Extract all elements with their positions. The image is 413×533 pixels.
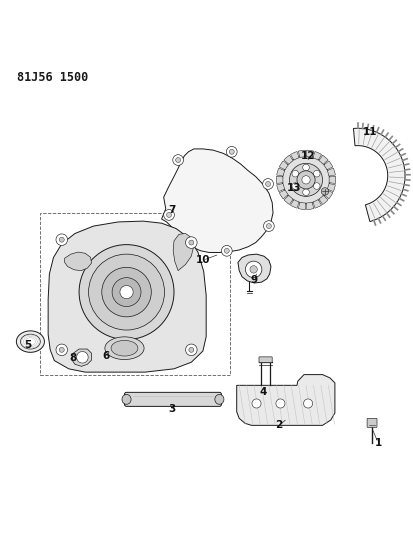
Polygon shape — [173, 233, 193, 271]
Circle shape — [59, 348, 64, 352]
Circle shape — [266, 223, 271, 229]
Circle shape — [224, 248, 229, 253]
FancyBboxPatch shape — [366, 418, 376, 427]
Circle shape — [291, 183, 298, 189]
Polygon shape — [72, 349, 91, 366]
Text: 2: 2 — [275, 421, 282, 430]
Wedge shape — [276, 168, 284, 176]
Wedge shape — [283, 195, 292, 205]
Circle shape — [185, 237, 197, 248]
Text: 10: 10 — [195, 255, 210, 265]
Circle shape — [313, 183, 319, 189]
Circle shape — [112, 278, 141, 306]
Polygon shape — [353, 128, 404, 222]
Text: 11: 11 — [362, 127, 376, 138]
Circle shape — [296, 171, 314, 189]
Wedge shape — [323, 190, 332, 199]
Circle shape — [303, 399, 312, 408]
Circle shape — [56, 234, 67, 246]
Circle shape — [59, 237, 64, 242]
Circle shape — [188, 348, 193, 352]
Circle shape — [185, 344, 197, 356]
Circle shape — [226, 147, 237, 157]
Wedge shape — [312, 151, 321, 160]
Circle shape — [229, 149, 234, 154]
Circle shape — [262, 179, 273, 189]
Wedge shape — [276, 183, 284, 192]
Circle shape — [102, 268, 151, 317]
Circle shape — [281, 156, 329, 204]
Wedge shape — [279, 190, 287, 199]
Text: 5: 5 — [24, 340, 31, 350]
Text: 1: 1 — [374, 438, 381, 448]
Circle shape — [172, 155, 183, 165]
Circle shape — [76, 351, 88, 363]
Circle shape — [120, 286, 133, 298]
Wedge shape — [290, 151, 298, 160]
Circle shape — [166, 213, 171, 217]
Text: 13: 13 — [286, 183, 300, 193]
Circle shape — [302, 164, 309, 171]
Wedge shape — [306, 150, 313, 158]
Wedge shape — [297, 150, 305, 158]
Circle shape — [265, 182, 270, 187]
Circle shape — [291, 171, 298, 177]
Circle shape — [289, 163, 322, 196]
Text: 4: 4 — [259, 387, 266, 397]
Polygon shape — [48, 221, 206, 372]
Polygon shape — [161, 149, 272, 253]
Text: 9: 9 — [250, 274, 257, 285]
Wedge shape — [323, 161, 332, 170]
Text: 81J56 1500: 81J56 1500 — [17, 70, 88, 84]
Circle shape — [249, 265, 257, 273]
Circle shape — [188, 240, 193, 245]
Wedge shape — [275, 176, 282, 183]
Wedge shape — [290, 199, 298, 208]
Circle shape — [252, 399, 261, 408]
Ellipse shape — [17, 331, 44, 352]
Wedge shape — [283, 155, 292, 164]
Wedge shape — [326, 183, 335, 192]
Wedge shape — [318, 155, 327, 164]
Wedge shape — [297, 202, 305, 209]
Circle shape — [175, 158, 180, 163]
Text: 7: 7 — [168, 205, 175, 215]
Circle shape — [302, 189, 309, 196]
Wedge shape — [312, 199, 321, 208]
Circle shape — [163, 209, 174, 220]
Circle shape — [221, 246, 232, 256]
Wedge shape — [318, 195, 327, 205]
Polygon shape — [236, 375, 334, 425]
Text: 12: 12 — [300, 151, 315, 161]
Ellipse shape — [214, 394, 223, 405]
Polygon shape — [64, 252, 91, 271]
Circle shape — [56, 344, 67, 356]
Circle shape — [301, 176, 309, 184]
Ellipse shape — [104, 337, 144, 360]
FancyBboxPatch shape — [259, 357, 271, 362]
Wedge shape — [328, 176, 335, 183]
Ellipse shape — [122, 394, 131, 405]
Text: 8: 8 — [69, 353, 76, 363]
Ellipse shape — [111, 341, 138, 356]
Text: 3: 3 — [168, 404, 175, 414]
Ellipse shape — [21, 334, 40, 349]
Circle shape — [275, 399, 284, 408]
Circle shape — [245, 261, 261, 278]
Text: 6: 6 — [102, 351, 109, 361]
Polygon shape — [237, 254, 270, 283]
Circle shape — [313, 171, 319, 177]
Wedge shape — [306, 202, 313, 209]
Circle shape — [263, 221, 273, 231]
Circle shape — [320, 188, 328, 195]
Wedge shape — [279, 161, 287, 170]
Circle shape — [88, 254, 164, 330]
Circle shape — [79, 245, 173, 340]
FancyBboxPatch shape — [124, 392, 221, 406]
Wedge shape — [326, 168, 335, 176]
